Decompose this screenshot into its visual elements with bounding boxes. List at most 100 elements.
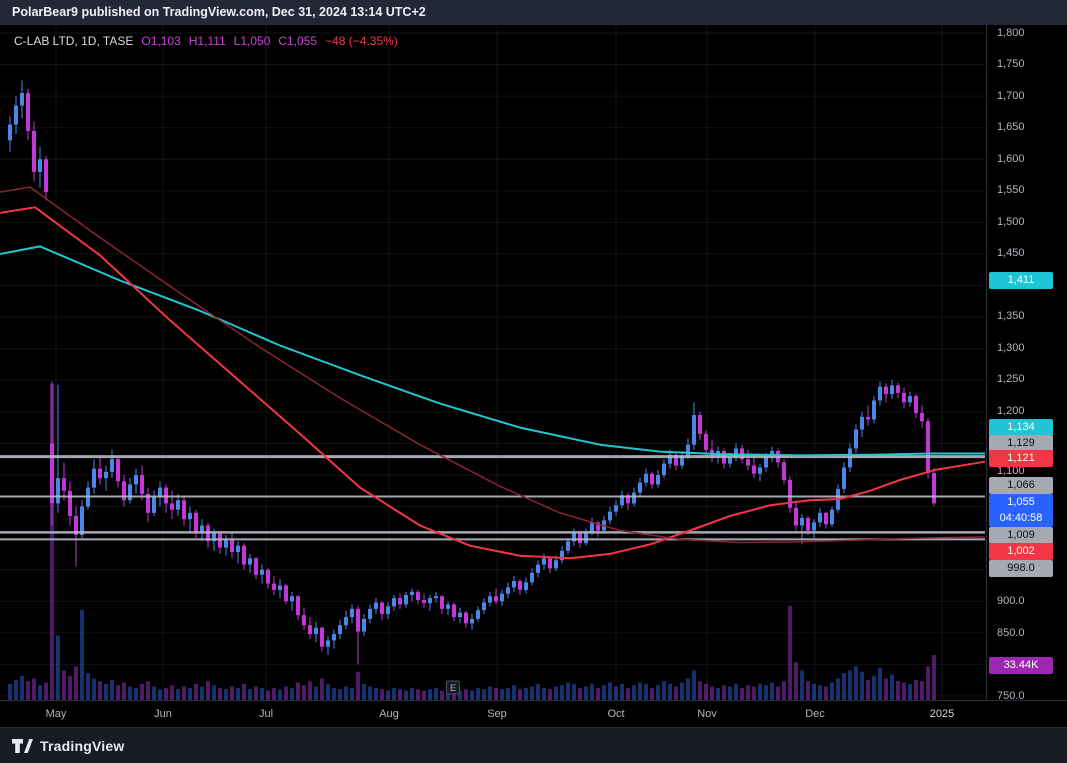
time-axis-label-2025: 2025	[929, 708, 955, 720]
time-axis-label-sep: Sep	[487, 708, 507, 720]
volume-bar	[632, 685, 636, 700]
volume-bar	[650, 687, 654, 700]
price-axis-label: 1,100	[997, 465, 1025, 477]
volume-bar	[152, 686, 156, 700]
volume-bar	[728, 686, 732, 700]
candle-body	[608, 511, 612, 521]
volume-bar	[764, 685, 768, 700]
volume-bar	[494, 687, 498, 700]
volume-bar	[488, 686, 492, 700]
volume-bar	[854, 666, 858, 700]
ohlc-change: −48 (−4.35%)	[325, 34, 398, 48]
candle-body	[914, 396, 918, 414]
candle-body	[212, 533, 216, 542]
candle-body	[674, 454, 678, 466]
candle-body	[752, 465, 756, 474]
candle-body	[614, 505, 618, 512]
ma-maroon[interactable]	[0, 186, 986, 544]
volume-bar	[440, 690, 444, 700]
candlestick-chart-canvas[interactable]: E	[0, 25, 986, 700]
volume-bar	[236, 687, 240, 700]
volume-bar	[128, 686, 132, 700]
candle-body	[170, 503, 174, 510]
candle-body	[896, 385, 900, 393]
candle-body	[668, 454, 672, 464]
price-axis-label: 900.0	[997, 595, 1025, 607]
candle-body	[572, 533, 576, 542]
publish-info-text: PolarBear9 published on TradingView.com,…	[12, 5, 426, 19]
candle-body	[860, 416, 864, 430]
volume-bar	[620, 683, 624, 700]
time-axis-label-jun: Jun	[154, 708, 172, 720]
candle-body	[560, 550, 564, 561]
ma-cyan[interactable]	[0, 245, 985, 457]
price-axis-label: 850.0	[997, 627, 1025, 639]
chart-pane[interactable]: E C-LAB LTD, 1D, TASE O1,103 H1,111 L1,0…	[0, 25, 986, 700]
volume-bar	[158, 689, 162, 700]
candle-body	[788, 480, 792, 508]
candle-body	[842, 467, 846, 489]
volume-bar	[86, 673, 90, 700]
price-badge-red: 1,121	[989, 450, 1053, 467]
volume-bar	[584, 686, 588, 700]
price-badge-purple: 33.44K	[989, 657, 1053, 674]
candle-body	[80, 506, 84, 535]
candle-body	[584, 531, 588, 544]
volume-bar	[536, 683, 540, 700]
time-axis[interactable]: May Jun Jul Aug Sep Oct Nov Dec 2025	[0, 700, 1067, 727]
price-axis-label: 1,800	[997, 27, 1025, 39]
volume-bar	[290, 687, 294, 700]
candle-body	[746, 459, 750, 466]
candle-body	[554, 560, 558, 569]
volume-bar	[104, 683, 108, 700]
volume-bar	[602, 685, 606, 700]
volume-bar	[872, 675, 876, 700]
candle-body	[266, 569, 270, 584]
volume-bar	[98, 681, 102, 700]
candle-body	[50, 443, 54, 504]
volume-bar	[380, 689, 384, 700]
candle-body	[122, 481, 126, 501]
candle-body	[482, 602, 486, 611]
candle-body	[728, 457, 732, 464]
volume-bar	[680, 682, 684, 700]
volume-bar	[794, 662, 798, 700]
candle-body	[374, 602, 378, 609]
earnings-marker-icon[interactable]	[446, 680, 460, 695]
candle-body	[152, 497, 156, 513]
volume-bar	[704, 683, 708, 700]
volume-bar	[140, 683, 144, 700]
tradingview-brand-name[interactable]: TradingView	[40, 737, 125, 754]
volume-bar	[224, 689, 228, 700]
volume-bar	[710, 686, 714, 700]
volume-bar	[8, 683, 12, 700]
candle-body	[110, 459, 114, 472]
price-axis[interactable]: 1,800 1,750 1,700 1,650 1,600 1,550 1,500 1,450…	[986, 25, 1067, 702]
candle-body	[632, 492, 636, 504]
price-axis-label: 1,250	[997, 373, 1025, 385]
candle-body	[902, 392, 906, 403]
volume-bar	[134, 687, 138, 700]
candle-body	[416, 591, 420, 600]
volume-bar	[590, 683, 594, 700]
time-axis-label-jul: Jul	[258, 708, 274, 720]
volume-bar	[698, 681, 702, 700]
volume-bar	[608, 682, 612, 700]
volume-bar	[122, 682, 126, 700]
volume-bar	[926, 666, 930, 700]
tradingview-logo-icon[interactable]	[12, 738, 33, 753]
candle-body	[248, 558, 252, 565]
symbol-title: C-LAB LTD, 1D, TASE	[14, 34, 134, 48]
candle-body	[398, 598, 402, 605]
volume-bar	[398, 689, 402, 700]
candle-body	[254, 558, 258, 575]
volume-bar	[446, 689, 450, 700]
volume-bar	[896, 681, 900, 700]
candle-body	[296, 596, 300, 616]
volume-bar	[638, 682, 642, 700]
candle-body	[824, 512, 828, 525]
candle-body	[116, 459, 120, 482]
tradingview-logo-glyph	[12, 738, 33, 753]
ma-red[interactable]	[0, 206, 986, 560]
price-axis-label: 1,450	[997, 247, 1025, 259]
